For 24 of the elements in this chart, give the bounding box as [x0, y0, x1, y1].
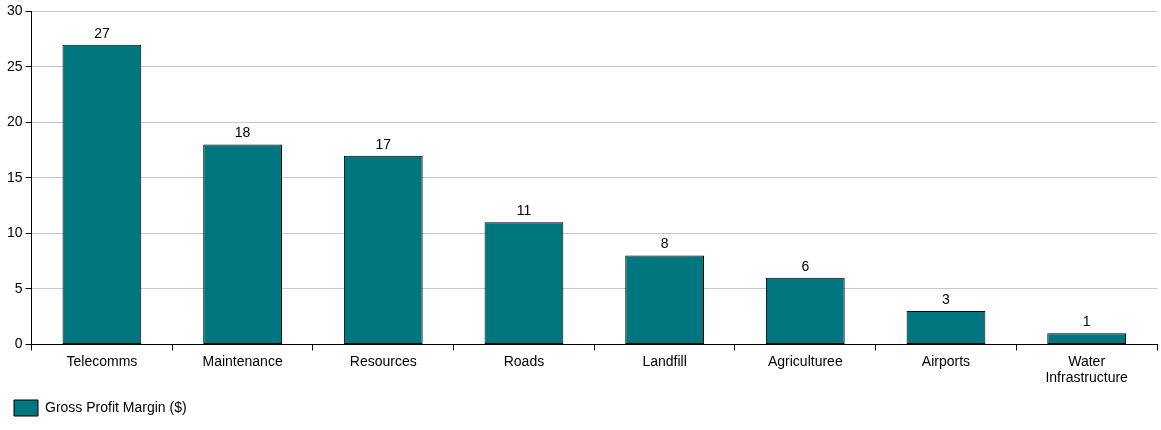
- data-label: 3: [942, 290, 951, 307]
- x-tick-label: Roads: [503, 352, 545, 369]
- x-tick-label: Water Infrastructure: [1045, 352, 1129, 386]
- data-label: 27: [94, 24, 110, 41]
- y-tick-label: 5: [14, 279, 23, 296]
- data-label: 17: [375, 135, 392, 152]
- x-tick-label: Agriculturee: [767, 352, 843, 369]
- data-label: 1: [1082, 313, 1091, 330]
- legend-label: Gross Profit Margin ($): [45, 398, 187, 415]
- x-tick-label: Airports: [921, 352, 971, 369]
- data-label: 18: [234, 124, 251, 141]
- y-tick-label: 20: [6, 113, 23, 130]
- x-tick-label: Maintenance: [202, 352, 283, 369]
- data-label: 6: [801, 257, 810, 274]
- y-tick-label: 15: [6, 168, 23, 185]
- data-label: 11: [516, 202, 532, 219]
- x-tick-label: Telecomms: [66, 352, 138, 369]
- y-tick-label: 25: [6, 57, 23, 74]
- y-tick-label: 30: [6, 2, 23, 19]
- x-tick-label: Landfill: [642, 352, 687, 369]
- data-label: 8: [660, 235, 669, 252]
- x-tick-label: Resources: [349, 352, 417, 369]
- y-tick-label: 10: [6, 224, 23, 241]
- y-tick-label: 0: [14, 335, 23, 352]
